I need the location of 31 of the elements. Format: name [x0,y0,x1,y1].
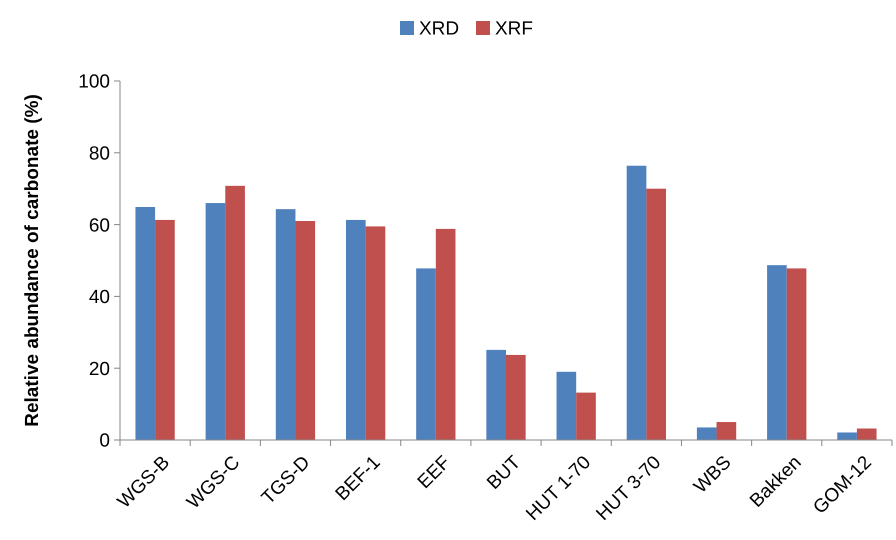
bar [295,221,316,440]
bar [716,422,736,440]
y-tick-label: 0 [99,430,110,452]
bar [506,354,526,440]
bar [696,427,717,440]
legend-label: XRF [495,18,533,40]
bar [416,268,436,440]
bar [626,166,646,440]
bar [576,392,596,440]
y-tick-label: 60 [88,215,110,236]
bar [155,220,175,440]
bar [556,372,576,440]
bar [225,186,245,440]
bar [276,209,296,440]
bar [366,226,386,440]
bar [646,188,666,440]
y-tick-label: 80 [88,143,110,164]
y-tick-label: 100 [78,72,110,93]
y-axis-title: Relative abundance of carbonate (%) [22,94,43,427]
y-tick-label: 40 [88,287,110,308]
bar [135,207,156,440]
bar [837,432,857,440]
bar [206,203,226,440]
bar [856,428,877,440]
y-tick-label: 20 [88,358,110,380]
legend-label: XRD [419,18,460,40]
bar [346,220,366,440]
bar [486,350,506,440]
bar [786,268,806,440]
bar [436,228,456,440]
bar [767,265,787,440]
